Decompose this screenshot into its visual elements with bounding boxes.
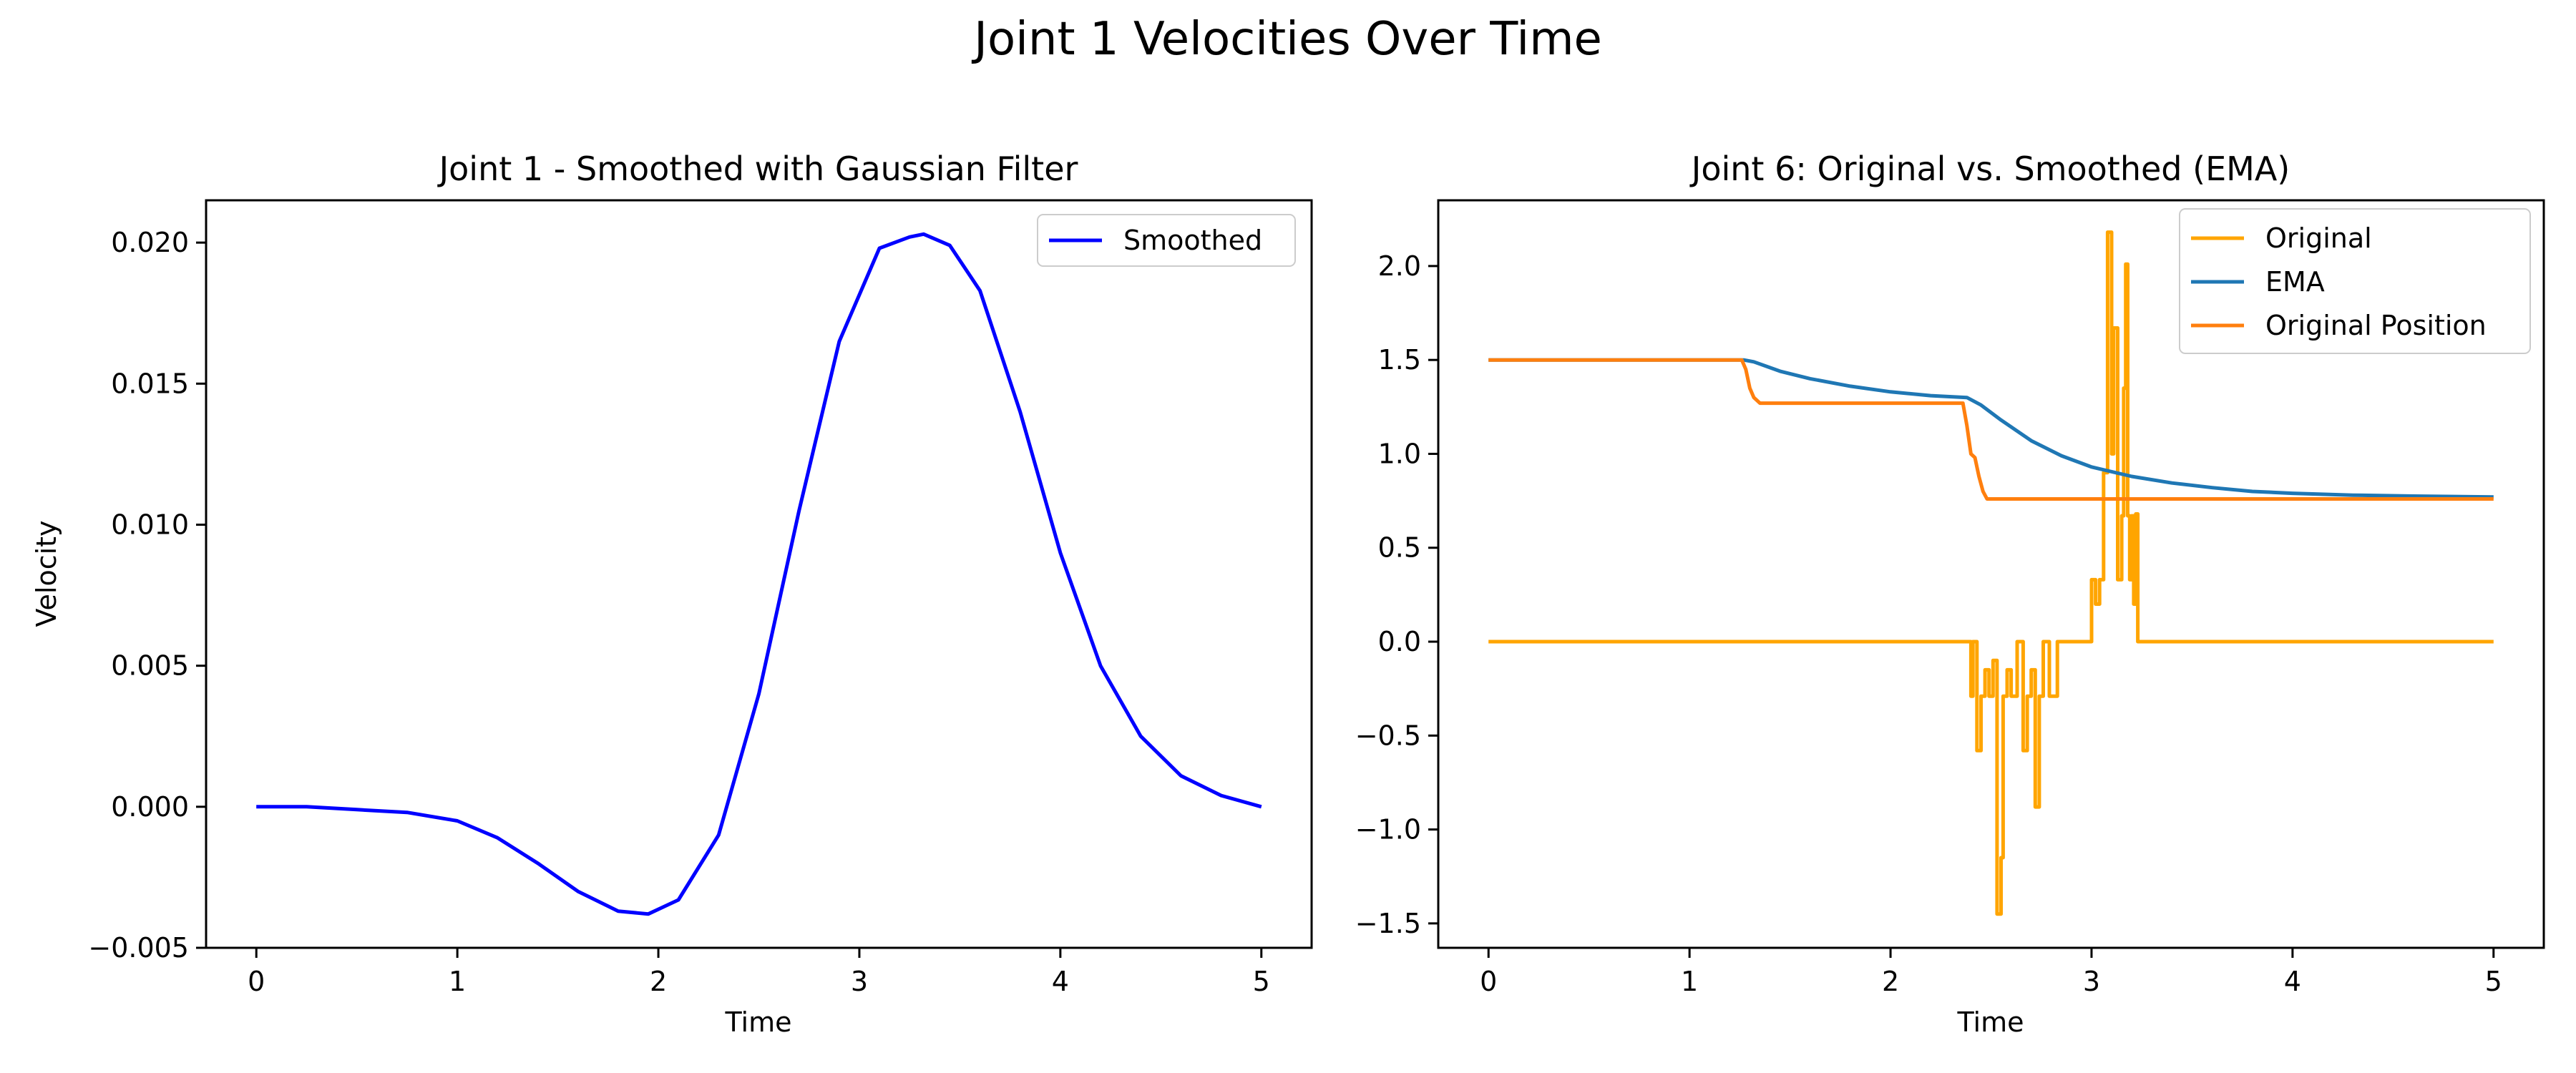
chart-left-xtick-label: 0 bbox=[248, 966, 265, 997]
chart-left-xtick-label: 5 bbox=[1253, 966, 1270, 997]
chart-left-ytick-label: 0.015 bbox=[111, 368, 189, 399]
chart-left-xtick-label: 2 bbox=[650, 966, 667, 997]
chart-left-ytick-label: −0.005 bbox=[88, 932, 189, 964]
chart-left-legend-label: Smoothed bbox=[1123, 225, 1262, 256]
figure-title: Joint 1 Velocities Over Time bbox=[974, 13, 1602, 66]
chart-left-title: Joint 1 - Smoothed with Gaussian Filter bbox=[437, 150, 1078, 188]
chart-left-ylabel: Velocity bbox=[31, 520, 62, 627]
chart-left-xtick-label: 3 bbox=[851, 966, 868, 997]
chart-left-series-smoothed bbox=[256, 232, 1262, 916]
chart-left-yticks: −0.005 0.000 0.005 0.010 0.015 0.020 bbox=[88, 227, 206, 964]
chart-left-ytick-label: 0.010 bbox=[111, 509, 189, 540]
chart-left-xtick-label: 4 bbox=[1052, 966, 1069, 997]
chart-left-ytick-label: 0.005 bbox=[111, 650, 189, 682]
chart-left-legend: Smoothed bbox=[1037, 214, 1296, 267]
chart-left-axes-frame bbox=[205, 199, 1313, 949]
chart-left-xlabel: Time bbox=[725, 1006, 792, 1038]
chart-left-series-layer bbox=[256, 232, 1262, 916]
chart-left-xticks: 0 1 2 3 4 5 bbox=[248, 948, 1270, 997]
chart-left-ytick-label: 0.020 bbox=[111, 227, 189, 258]
chart-left-xtick-label: 1 bbox=[449, 966, 466, 997]
chart-left-plot: 0 1 2 3 4 5 −0.005 0.000 0.005 0.010 0.015 0.020 bbox=[88, 199, 1313, 997]
chart-left-legend-box bbox=[1037, 214, 1296, 267]
chart-left-legend-entries: Smoothed bbox=[1049, 225, 1262, 256]
chart-left-ytick-label: 0.000 bbox=[111, 791, 189, 823]
